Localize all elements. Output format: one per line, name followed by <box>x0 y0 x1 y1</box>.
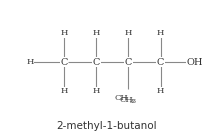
Text: C: C <box>125 58 132 67</box>
Text: 3: 3 <box>132 99 135 104</box>
Text: H: H <box>61 29 68 37</box>
Text: C: C <box>61 58 68 67</box>
Text: H: H <box>157 29 164 37</box>
Text: H: H <box>93 87 100 95</box>
Text: OH: OH <box>186 58 203 67</box>
Text: H: H <box>125 29 132 37</box>
Text: H: H <box>61 87 68 95</box>
Text: C: C <box>157 58 164 67</box>
Text: H: H <box>157 87 164 95</box>
Text: CH: CH <box>119 96 133 104</box>
Text: 2-methyl-1-butanol: 2-methyl-1-butanol <box>57 121 157 131</box>
Text: C: C <box>93 58 100 67</box>
Text: H: H <box>26 58 34 66</box>
Text: CH: CH <box>115 94 128 102</box>
FancyBboxPatch shape <box>116 96 137 104</box>
Text: H: H <box>93 29 100 37</box>
Text: 3: 3 <box>129 99 134 104</box>
